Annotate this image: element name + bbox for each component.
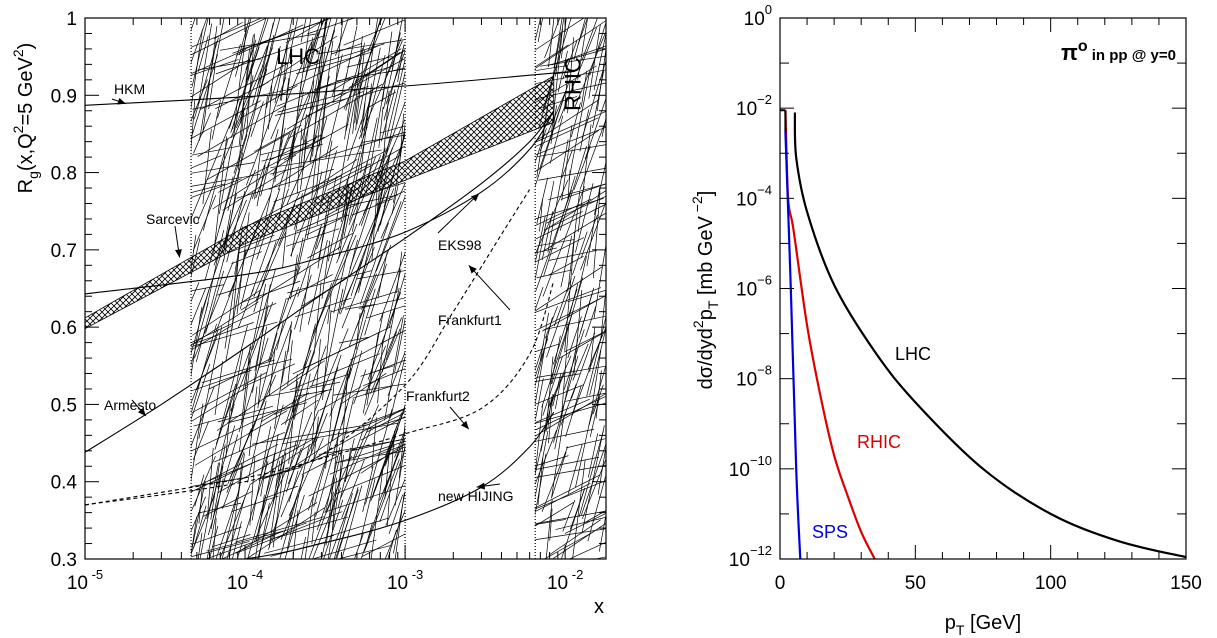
right-series: LHC RHIC SPS	[780, 109, 1186, 559]
band-label-rhic: RHIC	[561, 57, 586, 111]
left-x-tick-label: 10 -4	[227, 567, 263, 594]
kinematic-bands: LHC RHIC	[190, 18, 606, 559]
annotation-arrow	[437, 193, 480, 234]
annotation-arrow	[468, 264, 511, 311]
left-series	[85, 70, 575, 559]
annotation-label: new HIJING	[438, 488, 513, 504]
series-armesto-line	[85, 110, 555, 453]
band-label-lhc: LHC	[276, 44, 320, 69]
right-y-tick-label: 10−4	[736, 182, 772, 210]
left-y-tick-label: 0.6	[51, 318, 77, 339]
right-ticks: 100 10−2 10−4 10−6 10−8 10−10 10−120 50 100 150	[729, 2, 1202, 594]
right-y-tick-label: 10−10	[729, 453, 772, 481]
band-rhic	[534, 18, 606, 559]
left-y-tick-label: 0.8	[51, 164, 77, 185]
left-ticks: 0.3 0.4 0.5 0.6 0.7 0.8 0.9 1 10 -5 10 -4 10 -3 10 …	[51, 9, 606, 594]
annotation-frankfurt2: Frankfurt2	[406, 388, 470, 430]
right-y-tick-label: 10−8	[736, 363, 772, 391]
annotation-new-hijing: new HIJING	[438, 482, 513, 504]
annotation-arrowhead	[470, 193, 480, 202]
band-texture	[191, 18, 406, 559]
right-y-tick-label: 10−2	[736, 92, 772, 120]
annotation-label: HKM	[114, 81, 145, 97]
right-y-tick-label: 10−6	[736, 273, 772, 301]
series-frankfurt2-line	[85, 280, 555, 506]
annotation-label: Frankfurt2	[406, 388, 470, 404]
annotation-label: EKS98	[438, 237, 482, 253]
annotation-arrowhead	[174, 249, 182, 258]
right-x-tick-label: 0	[775, 573, 786, 594]
left-chart: LHC RHIC HKM Sarcevic EKS98 Frankfurt1 Armest…	[10, 9, 607, 618]
band-lhc	[190, 18, 406, 559]
annotation-label: Sarcevic	[146, 211, 200, 227]
left-plot-frame	[84, 17, 607, 560]
right-x-tick-label: 150	[1170, 573, 1202, 594]
annotation-arrowhead	[460, 420, 469, 430]
annotation-label: Frankfurt1	[438, 312, 502, 328]
series-lhc-line	[793, 112, 1186, 559]
left-y-tick-label: 0.4	[51, 473, 78, 494]
annotation-frankfurt1: Frankfurt1	[438, 264, 511, 328]
series-label-lhc: LHC	[895, 344, 931, 364]
annotation-arrowhead	[468, 265, 477, 274]
left-y-tick-label: 1	[66, 9, 77, 30]
series-sps-line	[784, 131, 802, 559]
annotation-label: Armesto	[104, 397, 156, 413]
right-x-tick-label: 100	[1035, 573, 1067, 594]
left-y-axis-title: Rg(x,Q2=5 GeV2)	[10, 43, 41, 194]
left-y-tick-label: 0.3	[51, 550, 77, 571]
annotation-arrowhead	[476, 482, 486, 490]
right-chart-title: πo in pp @ y=0	[1061, 38, 1176, 65]
left-x-tick-label: 10 -2	[547, 567, 583, 594]
left-x-axis-title: x	[594, 596, 604, 618]
band-texture	[535, 18, 606, 559]
right-y-tick-label: 10−12	[729, 543, 772, 571]
right-y-axis-title: dσ/dyd2pT [mb GeV −2]	[689, 191, 721, 390]
left-y-tick-label: 0.7	[51, 241, 77, 262]
annotation-hkm: HKM	[111, 81, 145, 105]
annotation-armesto: Armesto	[104, 397, 156, 417]
left-x-tick-label: 10 -5	[67, 567, 103, 594]
annotation-arrowhead	[137, 407, 146, 417]
right-y-tick-label: 100	[744, 2, 772, 30]
right-x-tick-label: 50	[905, 573, 926, 594]
left-x-tick-label: 10 -3	[387, 567, 423, 594]
annotation-arrowhead	[117, 97, 126, 105]
series-eks98-line	[85, 110, 555, 295]
right-x-axis-title: pT [GeV]	[945, 612, 1021, 638]
sarcevic-band	[85, 75, 555, 330]
series-label-rhic: RHIC	[857, 432, 901, 452]
series-new-hijing-line	[241, 411, 555, 559]
annotation-eks98: EKS98	[437, 193, 482, 253]
annotation-sarcevic: Sarcevic	[146, 211, 200, 258]
series-frankfurt1-line	[85, 189, 531, 506]
series-hkm-line	[85, 70, 575, 106]
left-annotations: HKM Sarcevic EKS98 Frankfurt1 Armesto Frankfu…	[104, 81, 513, 504]
series-sarcevic-band	[85, 75, 555, 330]
right-chart: LHC RHIC SPS 100 10−2 10−4 10−6 10−8 10−10 10−12…	[689, 2, 1202, 638]
left-y-tick-label: 0.5	[51, 395, 77, 416]
series-label-sps: SPS	[812, 522, 848, 542]
left-y-tick-label: 0.9	[51, 86, 77, 107]
